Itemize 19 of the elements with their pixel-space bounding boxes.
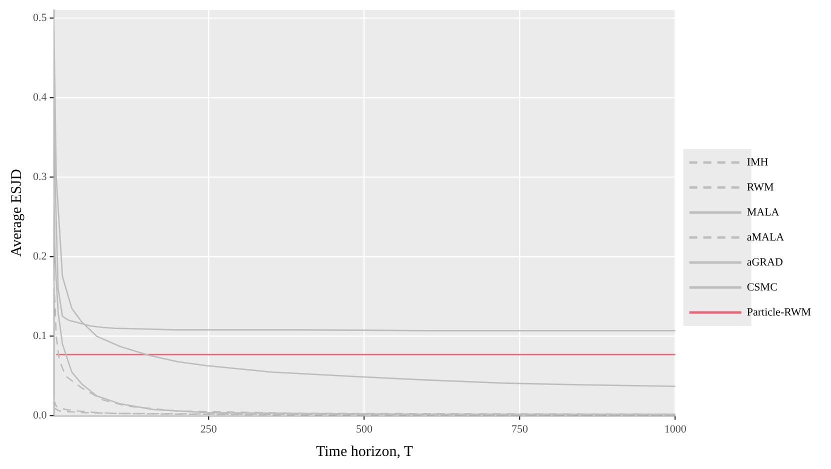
legend-label: RWM — [746, 181, 774, 194]
y-tick-label: 0.2 — [33, 250, 47, 263]
x-tick-label: 750 — [512, 423, 529, 436]
legend-label: aMALA — [746, 231, 784, 244]
x-tick-label: 500 — [356, 423, 373, 436]
y-tick-label: 0.1 — [33, 330, 47, 342]
legend-label: Particle-RWM — [746, 306, 812, 318]
y-tick-label: 0.0 — [33, 410, 48, 422]
legend-label: MALA — [746, 206, 780, 218]
x-tick-label: 250 — [200, 423, 218, 436]
y-axis-title: Average ESJD — [8, 168, 25, 257]
y-tick-label: 0.3 — [33, 170, 48, 183]
legend-label: aGRAD — [746, 256, 783, 268]
legend-label: IMH — [746, 156, 768, 168]
x-tick-label: 1000 — [664, 423, 687, 436]
y-tick-label: 0.5 — [33, 12, 48, 24]
legend-label: CSMC — [746, 281, 778, 294]
x-axis-title: Time horizon, T — [316, 444, 414, 460]
y-tick-label: 0.4 — [33, 91, 48, 104]
